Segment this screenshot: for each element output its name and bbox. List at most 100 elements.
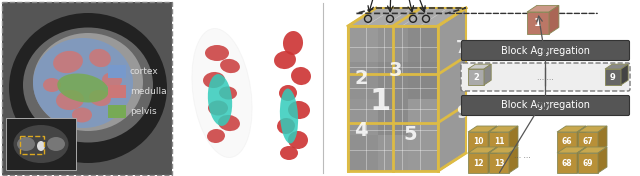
FancyBboxPatch shape	[108, 105, 126, 118]
FancyBboxPatch shape	[378, 135, 408, 171]
Polygon shape	[489, 147, 518, 153]
Ellipse shape	[47, 137, 65, 151]
Polygon shape	[578, 126, 607, 132]
Text: 4: 4	[354, 121, 368, 140]
Text: 5: 5	[403, 124, 417, 143]
FancyBboxPatch shape	[468, 132, 488, 152]
Text: 2: 2	[354, 68, 368, 87]
Polygon shape	[621, 64, 628, 85]
Polygon shape	[557, 126, 586, 132]
Text: 66: 66	[562, 137, 572, 146]
FancyBboxPatch shape	[348, 26, 438, 171]
FancyBboxPatch shape	[489, 153, 509, 173]
Ellipse shape	[57, 74, 109, 102]
FancyBboxPatch shape	[108, 65, 126, 78]
Text: pelvis: pelvis	[130, 108, 157, 117]
FancyBboxPatch shape	[557, 153, 577, 173]
Ellipse shape	[288, 101, 310, 119]
Ellipse shape	[283, 31, 303, 55]
Text: 13: 13	[493, 159, 504, 168]
Ellipse shape	[192, 29, 252, 158]
Polygon shape	[549, 5, 559, 34]
Ellipse shape	[89, 90, 111, 106]
FancyBboxPatch shape	[468, 69, 484, 85]
Ellipse shape	[279, 85, 297, 101]
Polygon shape	[557, 147, 586, 153]
Polygon shape	[468, 64, 492, 69]
FancyBboxPatch shape	[6, 118, 76, 170]
Text: 9: 9	[610, 73, 616, 81]
Ellipse shape	[208, 100, 228, 115]
FancyBboxPatch shape	[348, 26, 378, 62]
Ellipse shape	[89, 49, 111, 67]
FancyBboxPatch shape	[408, 62, 438, 99]
Polygon shape	[577, 126, 586, 152]
Polygon shape	[527, 5, 559, 12]
Ellipse shape	[37, 141, 45, 151]
Polygon shape	[509, 126, 518, 152]
Polygon shape	[509, 147, 518, 173]
Ellipse shape	[219, 86, 237, 99]
Ellipse shape	[33, 33, 143, 131]
Ellipse shape	[277, 118, 295, 134]
FancyBboxPatch shape	[378, 99, 408, 135]
Ellipse shape	[218, 115, 240, 131]
Text: 10: 10	[473, 137, 483, 146]
Text: 1: 1	[534, 18, 542, 28]
FancyBboxPatch shape	[408, 26, 438, 62]
FancyBboxPatch shape	[108, 85, 126, 98]
Polygon shape	[484, 64, 492, 85]
FancyBboxPatch shape	[461, 40, 630, 61]
Ellipse shape	[291, 67, 311, 85]
Text: 1: 1	[369, 86, 390, 115]
Polygon shape	[488, 126, 497, 152]
Ellipse shape	[56, 90, 84, 110]
Text: medulla: medulla	[130, 87, 166, 96]
Text: 2: 2	[473, 73, 479, 81]
FancyBboxPatch shape	[527, 12, 549, 34]
Text: 67: 67	[582, 137, 593, 146]
Ellipse shape	[288, 131, 308, 149]
FancyBboxPatch shape	[605, 69, 621, 85]
Polygon shape	[468, 126, 497, 132]
Ellipse shape	[208, 74, 232, 126]
Ellipse shape	[53, 51, 83, 73]
Polygon shape	[578, 147, 607, 153]
FancyBboxPatch shape	[408, 99, 438, 135]
Polygon shape	[598, 126, 607, 152]
FancyBboxPatch shape	[348, 99, 378, 135]
FancyBboxPatch shape	[461, 63, 630, 91]
Ellipse shape	[102, 73, 122, 87]
Text: 7: 7	[456, 39, 468, 57]
FancyBboxPatch shape	[348, 135, 378, 171]
Polygon shape	[438, 8, 466, 171]
Ellipse shape	[13, 125, 68, 163]
FancyBboxPatch shape	[378, 26, 408, 62]
Text: 12: 12	[473, 159, 483, 168]
FancyBboxPatch shape	[378, 62, 408, 99]
Ellipse shape	[43, 78, 61, 92]
Text: 9: 9	[456, 104, 468, 122]
Ellipse shape	[280, 89, 298, 143]
Ellipse shape	[23, 27, 153, 143]
Text: cortex: cortex	[130, 68, 159, 77]
Ellipse shape	[220, 59, 240, 73]
Polygon shape	[598, 147, 607, 173]
FancyBboxPatch shape	[557, 132, 577, 152]
Ellipse shape	[72, 108, 92, 122]
Polygon shape	[468, 147, 497, 153]
FancyBboxPatch shape	[468, 153, 488, 173]
Ellipse shape	[205, 45, 229, 61]
Ellipse shape	[17, 137, 35, 151]
FancyBboxPatch shape	[578, 153, 598, 173]
Text: 3: 3	[388, 61, 402, 80]
Ellipse shape	[33, 38, 133, 128]
Polygon shape	[577, 147, 586, 173]
FancyBboxPatch shape	[348, 62, 378, 99]
Text: 69: 69	[583, 159, 593, 168]
Text: 11: 11	[493, 137, 504, 146]
Ellipse shape	[280, 146, 298, 160]
Polygon shape	[348, 8, 466, 26]
Text: ... ...: ... ...	[537, 73, 554, 81]
FancyBboxPatch shape	[461, 96, 630, 115]
